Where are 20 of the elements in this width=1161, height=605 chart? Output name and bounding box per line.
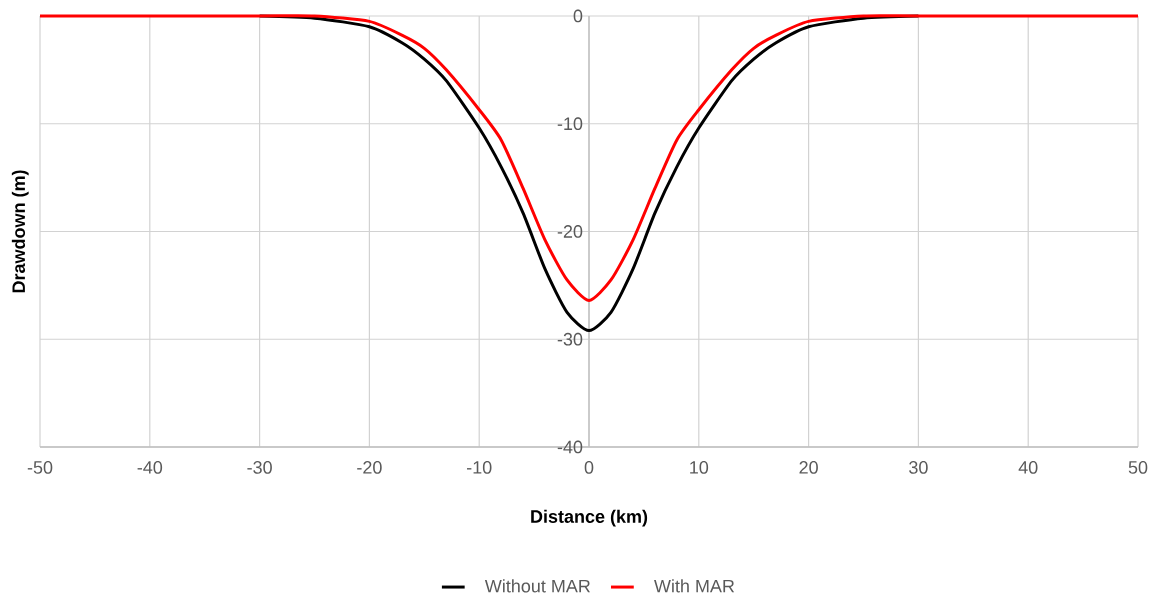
x-tick-label: 20: [799, 461, 818, 474]
x-tick-label: -40: [137, 461, 163, 474]
y-tick-label: 0: [573, 9, 583, 23]
y-tick-label: -40: [557, 440, 583, 454]
x-tick-label: 40: [1018, 461, 1038, 474]
y-tick-label: -30: [557, 332, 583, 346]
y-tick-label: -10: [557, 117, 583, 131]
x-tick-label: 0: [584, 461, 594, 474]
legend-label: Without MAR: [484, 579, 590, 593]
x-tick-label: 50: [1128, 461, 1148, 474]
x-tick-label: -30: [247, 461, 272, 474]
y-axis-title: Drawdown (m): [11, 170, 29, 293]
x-tick-label: 10: [690, 461, 709, 474]
y-tick-label: -20: [557, 225, 583, 238]
x-tick-label: -20: [357, 461, 382, 474]
x-tick-label: -10: [466, 461, 492, 474]
x-axis-title: Distance (km): [531, 509, 648, 527]
legend-label: With MAR: [654, 579, 735, 593]
x-tick-label: 30: [909, 461, 928, 474]
x-tick-label: -50: [27, 461, 53, 474]
